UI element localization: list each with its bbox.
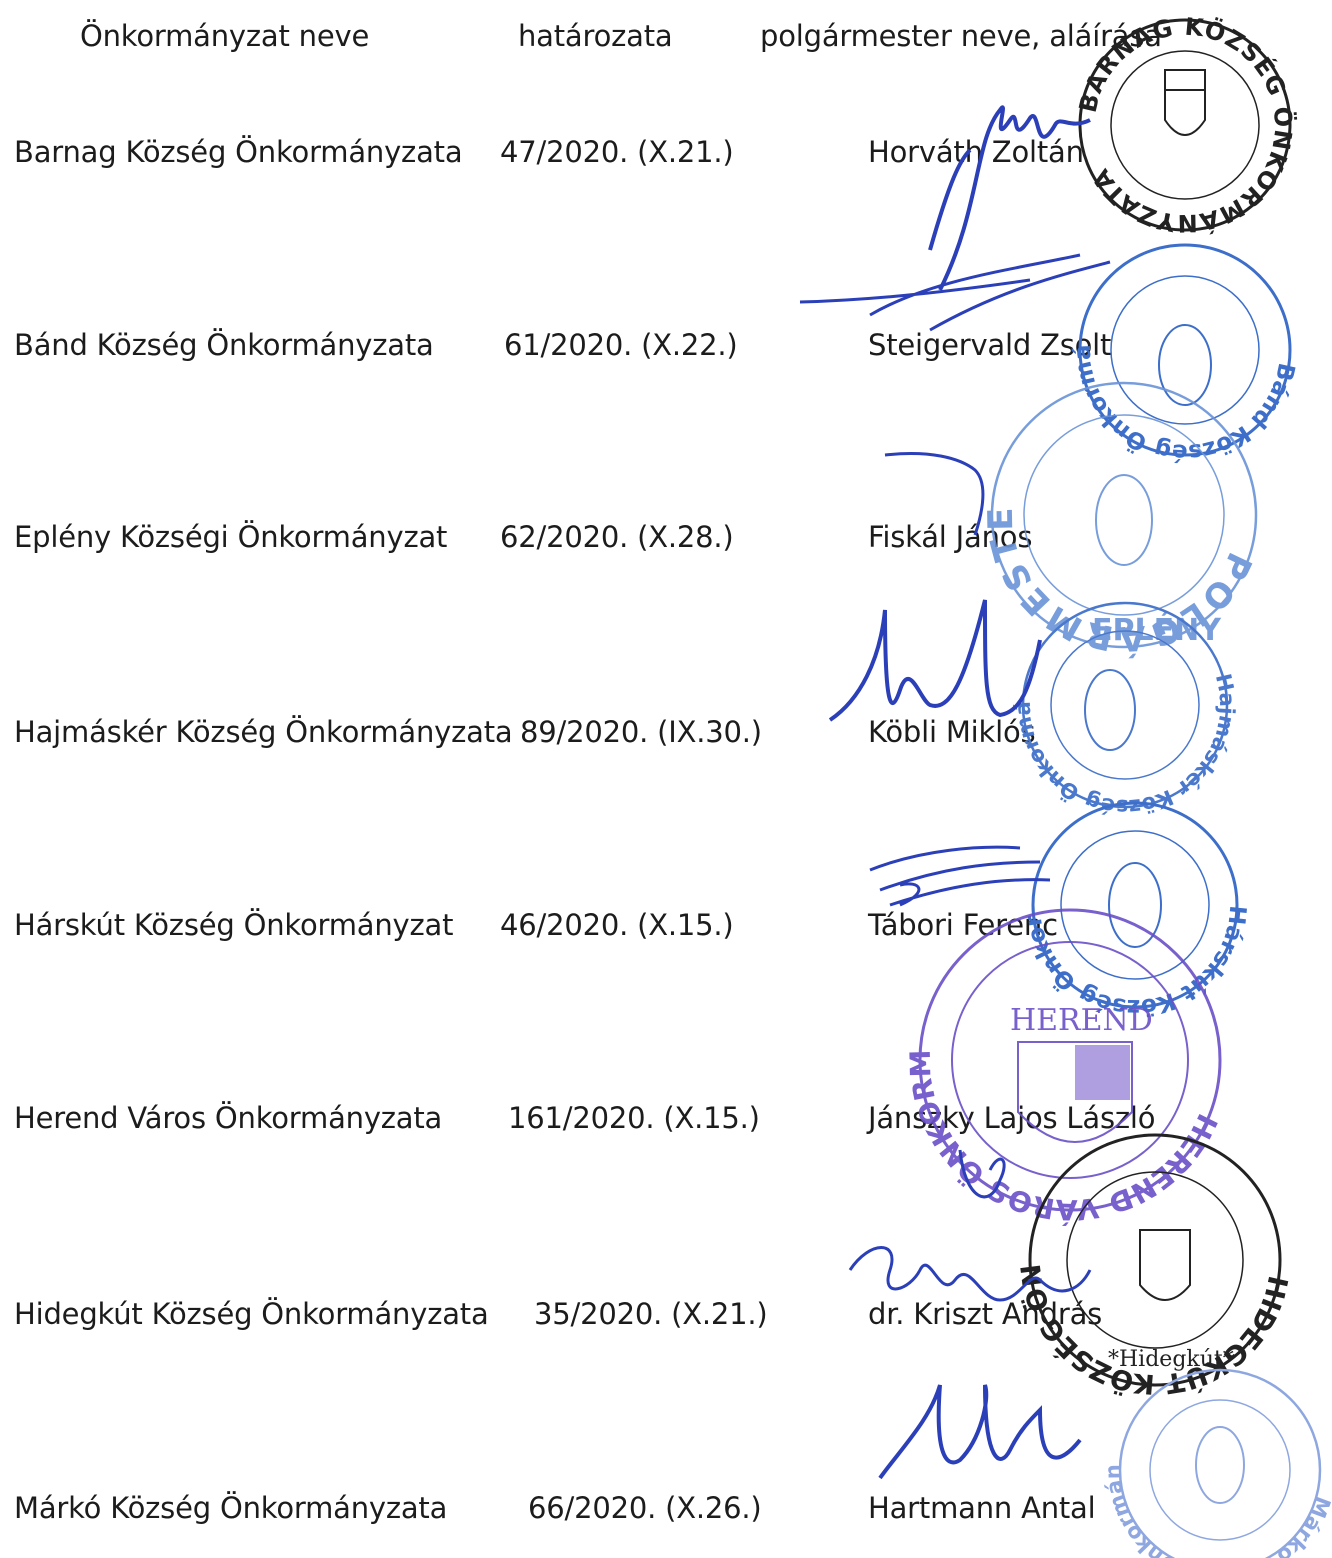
row-name: Hajmáskér Község Önkormányzata: [14, 715, 513, 749]
stamp-hajmasker: Hajmáskér Község Önkormányzata: [0, 0, 1239, 819]
row-name: Herend Város Önkormányzata: [14, 1101, 443, 1135]
svg-text:HIDEGKÚT KÖZSÉG ÖNKORMÁNYZATA: HIDEGKÚT KÖZSÉG ÖNKORMÁNYZATA: [0, 0, 1293, 1399]
row-mayor: dr. Kriszt András: [868, 1297, 1103, 1331]
signature-hajmasker: [828, 599, 1042, 722]
header-name: Önkormányzat neve: [80, 19, 370, 53]
signature-harskut: [869, 845, 1051, 907]
svg-text:HEREND VÁROS ÖNKORMÁNYZATA: HEREND VÁROS ÖNKORMÁNYZATA: [0, 0, 1224, 1227]
svg-text:*Hidegkút*: *Hidegkút*: [1108, 1347, 1234, 1372]
row-mayor: Hartmann Antal: [868, 1491, 1096, 1525]
row-resolution: 89/2020. (IX.30.): [520, 715, 762, 749]
signature-band: [799, 253, 1111, 332]
row-resolution: 61/2020. (X.22.): [504, 328, 738, 362]
row-resolution: 62/2020. (X.28.): [500, 520, 734, 554]
row-mayor: Horváth Zoltán: [868, 135, 1084, 169]
stamp-hidegkut: HIDEGKÚT KÖZSÉG ÖNKORMÁNYZATA *Hidegkút*: [0, 0, 1293, 1399]
signature-hidegkut: [848, 1246, 1092, 1302]
row-name: Eplény Községi Önkormányzat: [14, 520, 448, 554]
row-mayor: Köbli Miklós: [868, 715, 1036, 749]
row-resolution: 161/2020. (X.15.): [508, 1101, 760, 1135]
row-name: Hidegkút Község Önkormányzata: [14, 1297, 489, 1331]
row-name: Hárskút Község Önkormányzat: [14, 908, 454, 942]
row-name: Márkó Község Önkormányzata: [14, 1491, 448, 1525]
row-resolution: 35/2020. (X.21.): [534, 1297, 768, 1331]
row-name: Barnag Község Önkormányzata: [14, 135, 463, 169]
row-mayor: Jánszky Lajos László: [868, 1101, 1156, 1135]
signature-herend: [958, 1149, 1006, 1199]
row-mayor: Tábori Ferenc: [868, 908, 1058, 942]
row-mayor: Steigervald Zsolt: [868, 328, 1112, 362]
svg-text:EPLÉNY: EPLÉNY: [1092, 612, 1222, 648]
row-resolution: 66/2020. (X.26.): [528, 1491, 762, 1525]
row-resolution: 46/2020. (X.15.): [500, 908, 734, 942]
svg-text:Bánd Község Önkormányzata: Bánd Község Önkormányzata: [0, 0, 1299, 465]
row-resolution: 47/2020. (X.21.): [500, 135, 734, 169]
stamp-herend: HEREND VÁROS ÖNKORMÁNYZATA HEREND: [0, 0, 1224, 1227]
header-resolution: határozata: [518, 19, 673, 53]
stamp-band: Bánd Község Önkormányzata: [0, 0, 1299, 465]
svg-text:Hajmáskér Község Önkormányzata: Hajmáskér Község Önkormányzata: [0, 0, 1239, 819]
row-name: Bánd Község Önkormányzata: [14, 328, 434, 362]
svg-text:HEREND: HEREND: [1010, 1003, 1153, 1038]
row-mayor: Fiskál János: [868, 520, 1033, 554]
signature-marko: [878, 1384, 1082, 1480]
header-mayor: polgármester neve, aláírása: [760, 19, 1162, 53]
